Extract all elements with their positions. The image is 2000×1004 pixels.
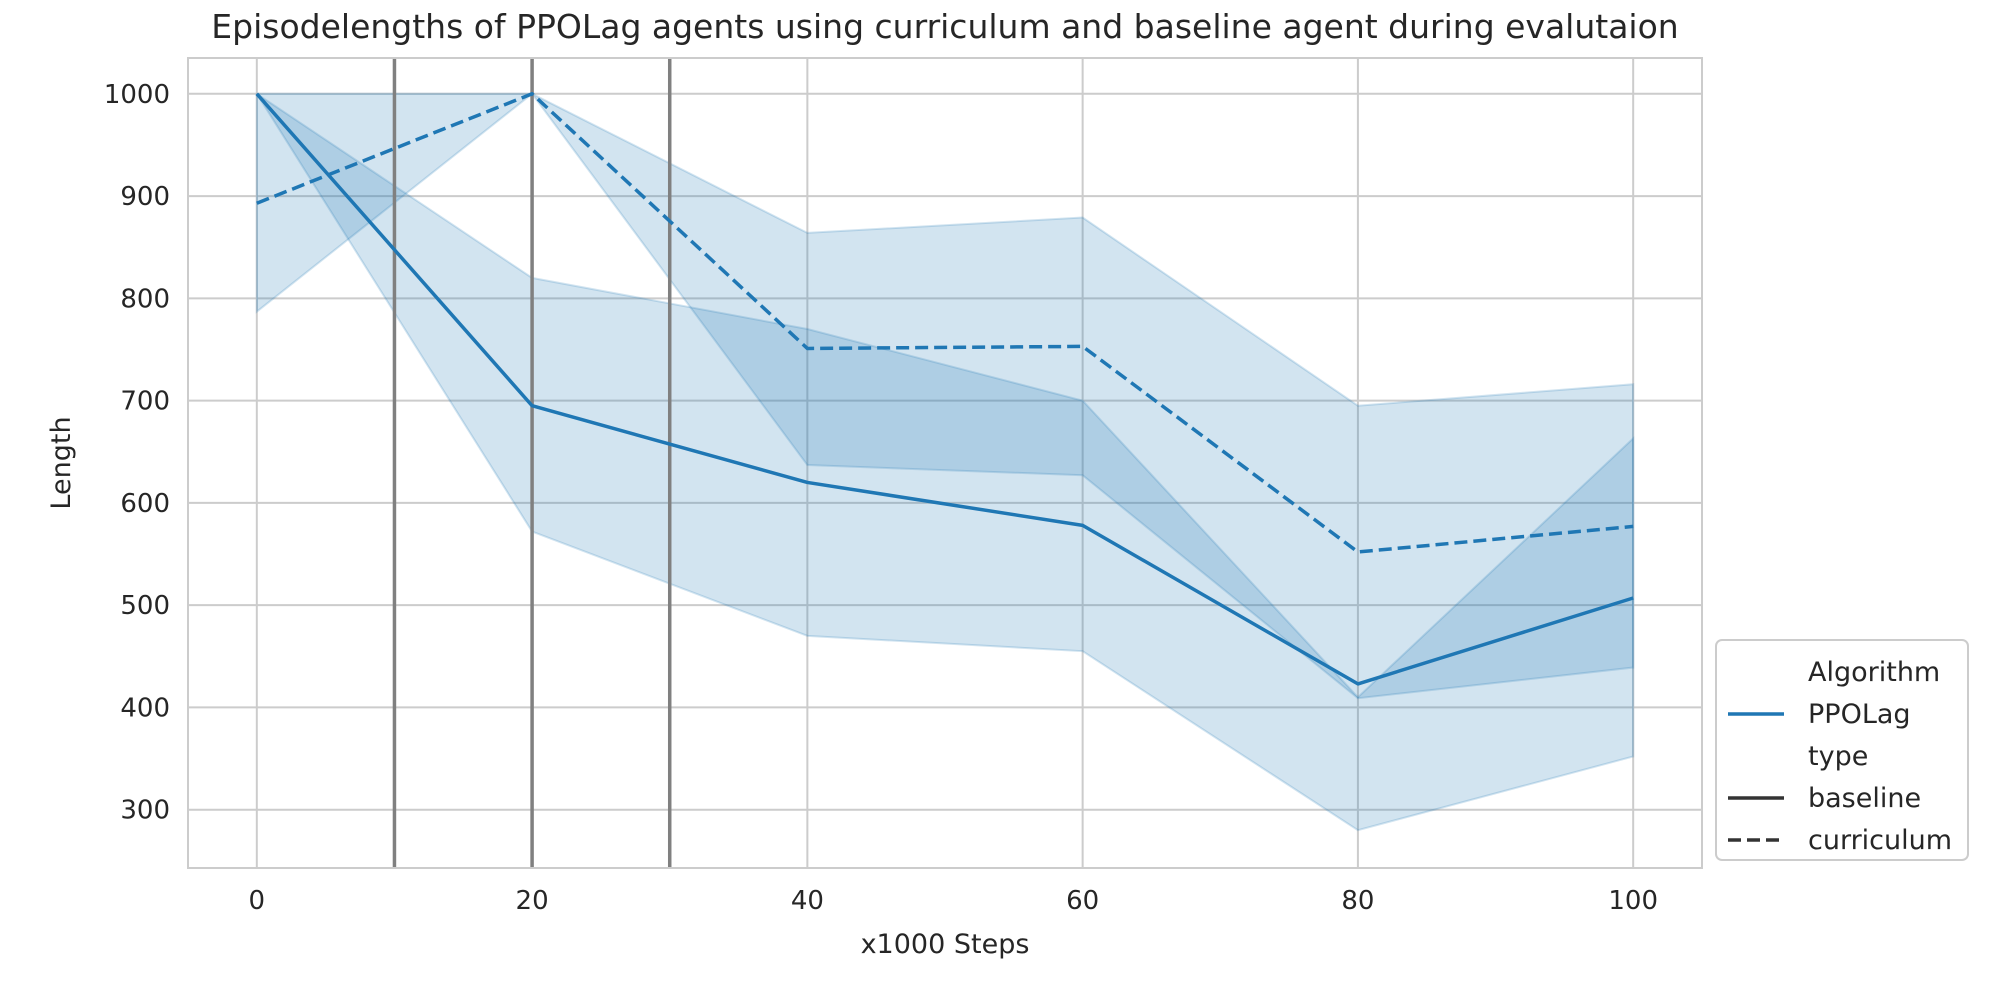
x-tick-label-20: 20 xyxy=(516,886,549,916)
y-tick-label-400: 400 xyxy=(120,693,170,723)
y-tick-label-500: 500 xyxy=(120,591,170,621)
y-tick-label-600: 600 xyxy=(120,489,170,519)
legend-label-baseline: baseline xyxy=(1808,783,1921,814)
legend: Algorithm PPOLag type baseline curriculum xyxy=(1715,639,1969,861)
series-line-baseline xyxy=(255,92,1634,686)
y-tick-label-1000: 1000 xyxy=(104,80,170,110)
legend-box xyxy=(1715,639,1969,861)
y-axis-label: Length xyxy=(46,416,77,509)
x-tick-label-40: 40 xyxy=(791,886,824,916)
legend-label-type: type xyxy=(1808,741,1868,772)
y-tick-label-700: 700 xyxy=(120,387,170,417)
y-tick-label-300: 300 xyxy=(120,796,170,826)
x-tick-label-80: 80 xyxy=(1341,886,1374,916)
vertical-markers xyxy=(392,58,672,868)
legend-label-curriculum: curriculum xyxy=(1808,825,1952,856)
legend-label-PPOLag: PPOLag xyxy=(1808,699,1911,730)
y-tick-label-900: 900 xyxy=(120,182,170,212)
legend-label-Algorithm: Algorithm xyxy=(1808,657,1940,688)
series-lines xyxy=(255,92,1634,686)
x-tick-label-100: 100 xyxy=(1608,886,1658,916)
y-tick-label-800: 800 xyxy=(120,284,170,314)
x-axis-label: x1000 Steps xyxy=(861,929,1030,960)
x-tick-label-0: 0 xyxy=(249,886,266,916)
x-tick-label-60: 60 xyxy=(1066,886,1099,916)
chart-title: Episodelengths of PPOLag agents using cu… xyxy=(211,7,1678,46)
series-line-curriculum xyxy=(256,92,1634,554)
tick-labels: 0 20 40 60 80 100 300 400 500 600 700 800 900 1000 xyxy=(104,80,1658,916)
plot-frame xyxy=(187,57,1703,869)
